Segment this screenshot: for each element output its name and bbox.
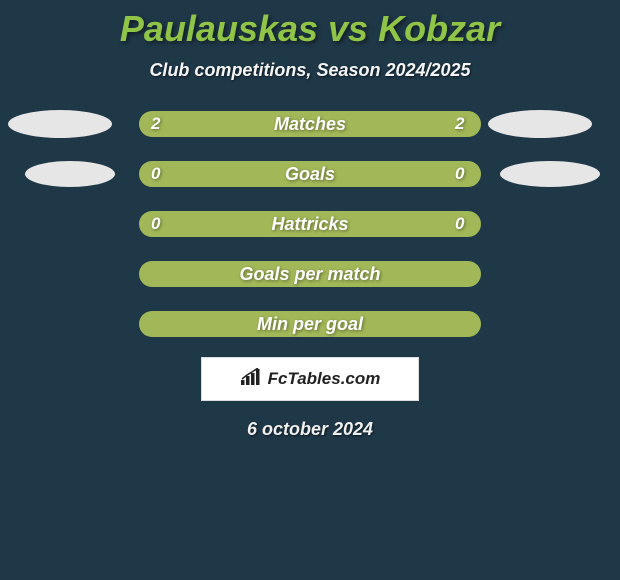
stat-label: Matches (274, 114, 346, 135)
player-ellipse (488, 110, 592, 138)
stat-row: Min per goal (0, 311, 620, 337)
attribution-box: FcTables.com (201, 357, 419, 401)
stat-rows: 2 Matches 2 0 Goals 0 0 Hattricks 0 Goals per mat… (0, 111, 620, 337)
stat-label: Goals per match (239, 264, 380, 285)
date-text: 6 october 2024 (0, 419, 620, 440)
right-value: 0 (455, 214, 469, 234)
player-ellipse (25, 161, 115, 187)
subtitle: Club competitions, Season 2024/2025 (0, 60, 620, 81)
stat-bar: 0 Hattricks 0 (139, 211, 481, 237)
stat-row: 0 Goals 0 (0, 161, 620, 187)
page-title: Paulauskas vs Kobzar (0, 0, 620, 50)
comparison-card: Paulauskas vs Kobzar Club competitions, … (0, 0, 620, 580)
attribution-icon (240, 368, 262, 391)
left-value: 0 (151, 164, 165, 184)
stat-bar: 2 Matches 2 (139, 111, 481, 137)
player-ellipse (500, 161, 600, 187)
right-value: 0 (455, 164, 469, 184)
stat-row: Goals per match (0, 261, 620, 287)
attribution-text: FcTables.com (268, 369, 381, 389)
stat-label: Min per goal (257, 314, 363, 335)
stat-bar: Min per goal (139, 311, 481, 337)
stat-label: Goals (285, 164, 335, 185)
stat-label: Hattricks (271, 214, 348, 235)
stat-row: 0 Hattricks 0 (0, 211, 620, 237)
right-value: 2 (455, 114, 469, 134)
left-value: 0 (151, 214, 165, 234)
left-value: 2 (151, 114, 165, 134)
stat-row: 2 Matches 2 (0, 111, 620, 137)
player-ellipse (8, 110, 112, 138)
stat-bar: 0 Goals 0 (139, 161, 481, 187)
stat-bar: Goals per match (139, 261, 481, 287)
